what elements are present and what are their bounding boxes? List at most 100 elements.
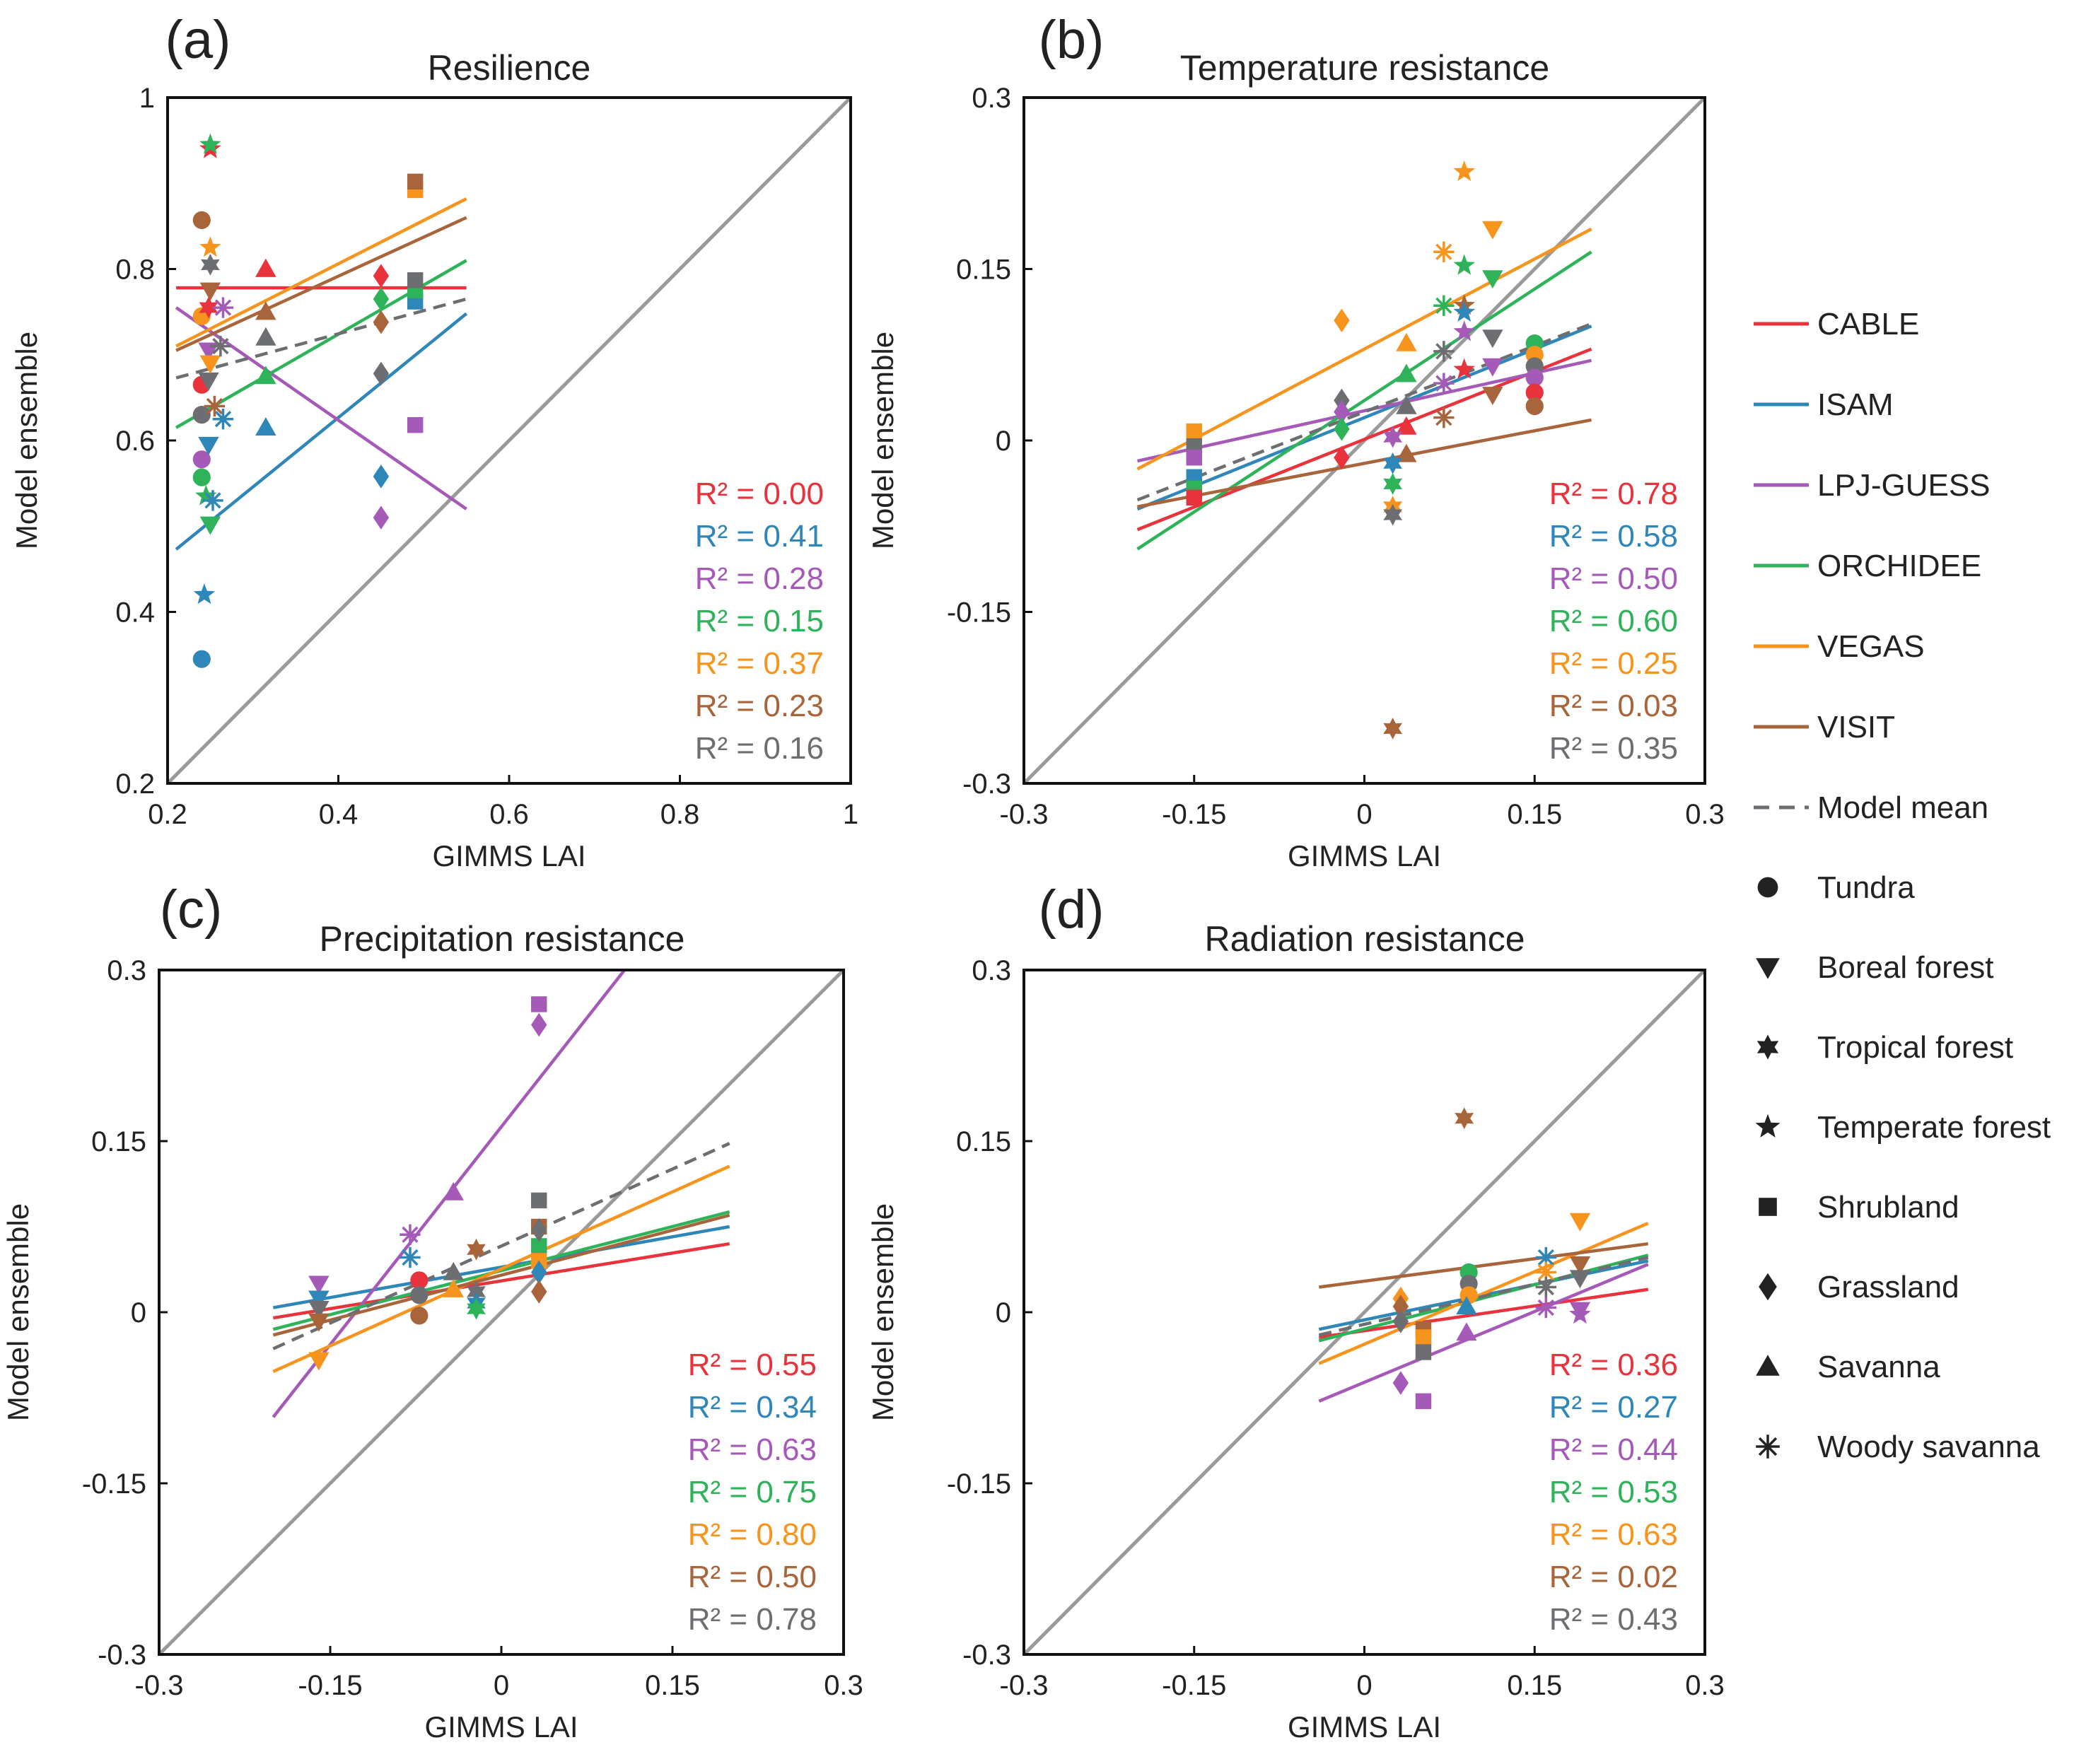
r2-annotation: R² = 0.78 (1549, 477, 1678, 511)
marker-circle (1525, 397, 1544, 416)
marker-diamond (373, 465, 390, 489)
plot-area (1024, 970, 1705, 1654)
data-point-hexagram (201, 254, 220, 276)
data-point-diamond (531, 1280, 547, 1304)
marker-hexagram (1756, 1034, 1779, 1060)
marker-diamond (1334, 399, 1350, 424)
data-point-asterisk (1535, 1297, 1556, 1319)
legend-marker-hexagram (1756, 1034, 1779, 1060)
legend-entry-visit: VISIT (1754, 710, 1895, 744)
marker-triangle-up (1456, 1296, 1477, 1315)
data-point-diamond (373, 361, 390, 386)
data-point-triangle-up (1456, 1296, 1477, 1315)
data-point-square (1186, 450, 1202, 466)
fit-line-lpj-guess (1137, 358, 1592, 463)
legend-label: Savanna (1817, 1350, 1940, 1384)
data-point-triangle-up (1396, 416, 1417, 435)
marker-triangle-down (1569, 1256, 1591, 1275)
legend-entry-tropical-forest: Tropical forest (1756, 1030, 2013, 1065)
plot-area (1024, 98, 1705, 783)
data-point-diamond (1334, 308, 1350, 333)
marker-diamond (373, 310, 390, 334)
marker-diamond (531, 1260, 547, 1285)
marker-triangle-down (308, 1300, 330, 1319)
data-point-hexagram (199, 296, 218, 319)
y-tick-label: 0.15 (956, 255, 1011, 286)
fit-line-cable (272, 1242, 730, 1320)
marker-asterisk-stroke (1435, 243, 1452, 260)
marker-triangle-down (199, 516, 221, 535)
marker-triangle-down (1482, 387, 1503, 406)
legend-label: Model mean (1817, 790, 1988, 825)
marker-hexagram (1455, 1107, 1474, 1130)
data-point-triangle-down (199, 282, 221, 301)
data-point-triangle-down (199, 355, 221, 374)
marker-diamond (531, 1012, 547, 1037)
r2-annotation: R² = 0.28 (695, 561, 824, 596)
panel-title: Precipitation resistance (320, 919, 685, 959)
legend-entry-orchidee: ORCHIDEE (1754, 549, 1981, 583)
data-point-circle (192, 211, 211, 229)
data-point-diamond (531, 1260, 547, 1285)
x-tick-label: -0.15 (298, 1670, 362, 1701)
data-point-asterisk (1433, 241, 1455, 262)
marker-hexagram (199, 296, 218, 319)
fit-line-visit (272, 1213, 730, 1337)
data-point-asterisk (400, 1246, 421, 1268)
marker-hexagram (467, 1238, 486, 1261)
marker-diamond (373, 361, 390, 386)
marker-triangle-up (1396, 443, 1417, 462)
data-point-square (1186, 423, 1202, 440)
marker-diamond (1392, 1371, 1409, 1395)
legend-label: Temperate forest (1817, 1110, 2051, 1145)
marker-triangle-up (443, 1279, 464, 1297)
y-tick-label: -0.15 (947, 597, 1011, 629)
x-tick-label: 0 (494, 1670, 509, 1701)
data-point-circle (1459, 1286, 1478, 1304)
fit-line-lpj-guess (1318, 1263, 1649, 1403)
r2-annotation: R² = 0.15 (695, 604, 824, 638)
data-point-square (1186, 489, 1202, 506)
legend-label: Woody savanna (1817, 1430, 2040, 1464)
r2-annotation: R² = 0.35 (1549, 731, 1678, 766)
marker-triangle-up (1396, 395, 1417, 414)
y-tick-label: 0.2 (115, 769, 155, 800)
marker-triangle-up (1396, 416, 1417, 435)
marker-star (1453, 254, 1476, 275)
x-tick-label: -0.15 (1162, 799, 1226, 830)
data-point-triangle-down (198, 436, 219, 455)
marker-asterisk-stroke (1435, 409, 1452, 426)
marker-square (407, 416, 424, 433)
panel-title: Resilience (428, 48, 591, 88)
fit-line-visit (1137, 418, 1592, 508)
legend-entry-vegas: VEGAS (1754, 629, 1925, 664)
x-tick-label: 0.15 (1507, 1670, 1562, 1701)
r2-annotation: R² = 0.36 (1549, 1348, 1678, 1382)
marker-asterisk-stroke (214, 411, 232, 428)
fit-line-vegas (1136, 227, 1592, 471)
panel-b: -0.3 -0.15 0 0.15 0.3 -0.3 -0.15 0 0.15 0.3 GIMMS … (866, 10, 1725, 872)
fit-line-isam (1136, 325, 1592, 511)
data-point-hexagram (467, 1280, 486, 1303)
marker-diamond (1334, 417, 1350, 441)
legend-entry-lpj-guess: LPJ-GUESS (1754, 468, 1991, 503)
x-tick-label: 0.3 (1685, 1670, 1725, 1701)
data-point-circle (410, 1286, 429, 1304)
marker-asterisk-stroke (212, 337, 229, 355)
legend-marker-circle (1757, 877, 1778, 898)
data-point-square (1415, 1329, 1432, 1345)
data-point-triangle-down (1482, 221, 1503, 240)
y-tick-label: -0.3 (962, 769, 1011, 800)
marker-triangle-up (1396, 332, 1417, 351)
y-tick-label: -0.15 (82, 1468, 146, 1500)
marker-square (531, 1238, 547, 1254)
marker-star (1453, 300, 1476, 322)
data-point-star (199, 133, 221, 154)
legend-marker-diamond (1759, 1273, 1777, 1301)
marker-triangle-down (1482, 329, 1503, 349)
data-point-triangle-down (308, 1290, 330, 1309)
marker-triangle-down (198, 372, 219, 391)
r2-annotation: R² = 0.58 (1549, 519, 1678, 554)
x-tick-label: -0.3 (135, 1670, 184, 1701)
x-tick-label: 0.3 (824, 1670, 863, 1701)
